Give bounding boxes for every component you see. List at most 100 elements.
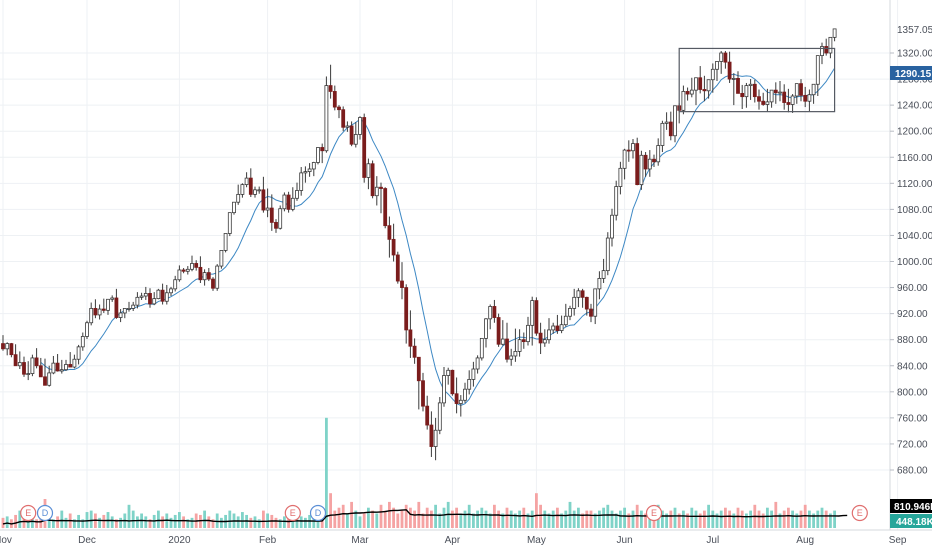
volume-bar <box>505 507 509 528</box>
volume-bar <box>430 510 433 528</box>
volume-bar <box>539 504 542 528</box>
time-axis[interactable]: Nov Dec 2020 Feb Mar Apr May Jun Jul Aug Sep <box>0 535 907 546</box>
candle-body <box>538 332 543 344</box>
volume-bar <box>207 516 211 528</box>
dividend-marker[interactable]: D <box>36 504 54 522</box>
candle <box>454 377 459 414</box>
volume-bar <box>547 513 551 528</box>
candle <box>345 121 350 132</box>
volume-bar <box>31 512 34 528</box>
candle <box>387 216 392 258</box>
dividend-marker[interactable]: D <box>309 504 327 522</box>
price-tick-label: 720.00 <box>897 439 928 450</box>
candle-body <box>211 278 215 289</box>
earnings-marker-circle <box>20 504 37 522</box>
candles <box>1 28 837 461</box>
candle <box>253 186 257 198</box>
candle-body <box>173 279 178 290</box>
candle <box>72 354 77 369</box>
candle <box>211 277 215 291</box>
volume-bar <box>371 510 374 528</box>
candle <box>467 370 472 395</box>
candle-body <box>505 338 509 360</box>
volume-bar <box>551 510 555 528</box>
volume-bar <box>724 507 727 528</box>
candle <box>652 154 656 168</box>
price-tick-label: 1000.00 <box>897 257 932 268</box>
candle <box>740 84 745 110</box>
volume-bar <box>778 513 782 528</box>
candle <box>471 361 476 387</box>
candle-body <box>736 78 740 94</box>
candle <box>114 288 119 319</box>
candle <box>542 329 547 347</box>
volume-bar <box>711 510 715 528</box>
candle-body <box>782 91 787 103</box>
candle <box>295 182 299 201</box>
candle-body <box>530 300 535 326</box>
candle <box>358 116 362 140</box>
candle <box>626 140 631 162</box>
candle-body <box>492 306 497 318</box>
candle <box>290 187 295 212</box>
candle-body <box>206 272 211 280</box>
candle <box>530 296 535 346</box>
volume-bar <box>173 514 177 528</box>
volume-bar <box>812 513 815 528</box>
candle-body <box>240 184 245 195</box>
candle <box>736 71 740 94</box>
volume-bar <box>614 513 618 528</box>
candle-body <box>51 362 56 374</box>
candle-body <box>656 145 661 163</box>
volume-bar <box>467 504 471 528</box>
price-axis[interactable]: 1320.00 1280.00 1240.00 1200.00 1160.00 1120.… <box>890 49 932 477</box>
candle-body <box>374 186 379 197</box>
volume-ma-line <box>2 509 848 525</box>
candle <box>379 182 383 214</box>
volume-bar <box>661 510 664 528</box>
volume-bar <box>98 517 101 528</box>
candle <box>685 87 690 101</box>
price-tick-label: 1240.00 <box>897 101 932 112</box>
candle <box>223 233 228 253</box>
volume-bar <box>274 517 278 528</box>
candle <box>782 84 787 110</box>
volume-bar <box>509 510 513 528</box>
candle <box>110 295 115 302</box>
volume-bar <box>627 513 631 528</box>
time-tick-label: Jun <box>617 535 633 546</box>
time-tick-label: Sep <box>889 535 907 546</box>
candle-body <box>148 293 152 305</box>
earnings-marker-label: E <box>857 508 863 518</box>
candle-body <box>101 308 106 311</box>
candle-body <box>278 208 283 229</box>
candle <box>190 255 194 272</box>
volume-bar <box>623 507 626 528</box>
candle-body <box>265 207 270 211</box>
candle <box>710 63 715 93</box>
candle-body <box>463 388 467 401</box>
volume-bar <box>476 510 479 528</box>
dividend-marker-label: D <box>315 508 322 518</box>
volume-bar <box>299 516 303 528</box>
candle-body <box>135 296 140 306</box>
price-tick-label: 1120.00 <box>897 179 932 190</box>
candle-body <box>122 308 127 314</box>
volume-bar <box>829 513 832 528</box>
volume-bar <box>236 516 240 528</box>
candle-body <box>299 172 304 191</box>
volume-bar <box>186 519 190 528</box>
earnings-marker[interactable]: E <box>284 504 301 522</box>
candle-body <box>341 109 346 128</box>
earnings-marker[interactable]: E <box>20 504 37 522</box>
candle-body <box>110 297 115 300</box>
candle-body <box>55 362 60 372</box>
volume-bar <box>459 513 463 528</box>
candle <box>173 275 178 292</box>
candle <box>811 83 816 104</box>
earnings-marker[interactable]: E <box>851 504 868 522</box>
earnings-marker[interactable]: E <box>645 504 663 522</box>
candle-body <box>526 324 530 343</box>
candle-body <box>404 287 409 331</box>
volume-bar <box>526 513 530 528</box>
